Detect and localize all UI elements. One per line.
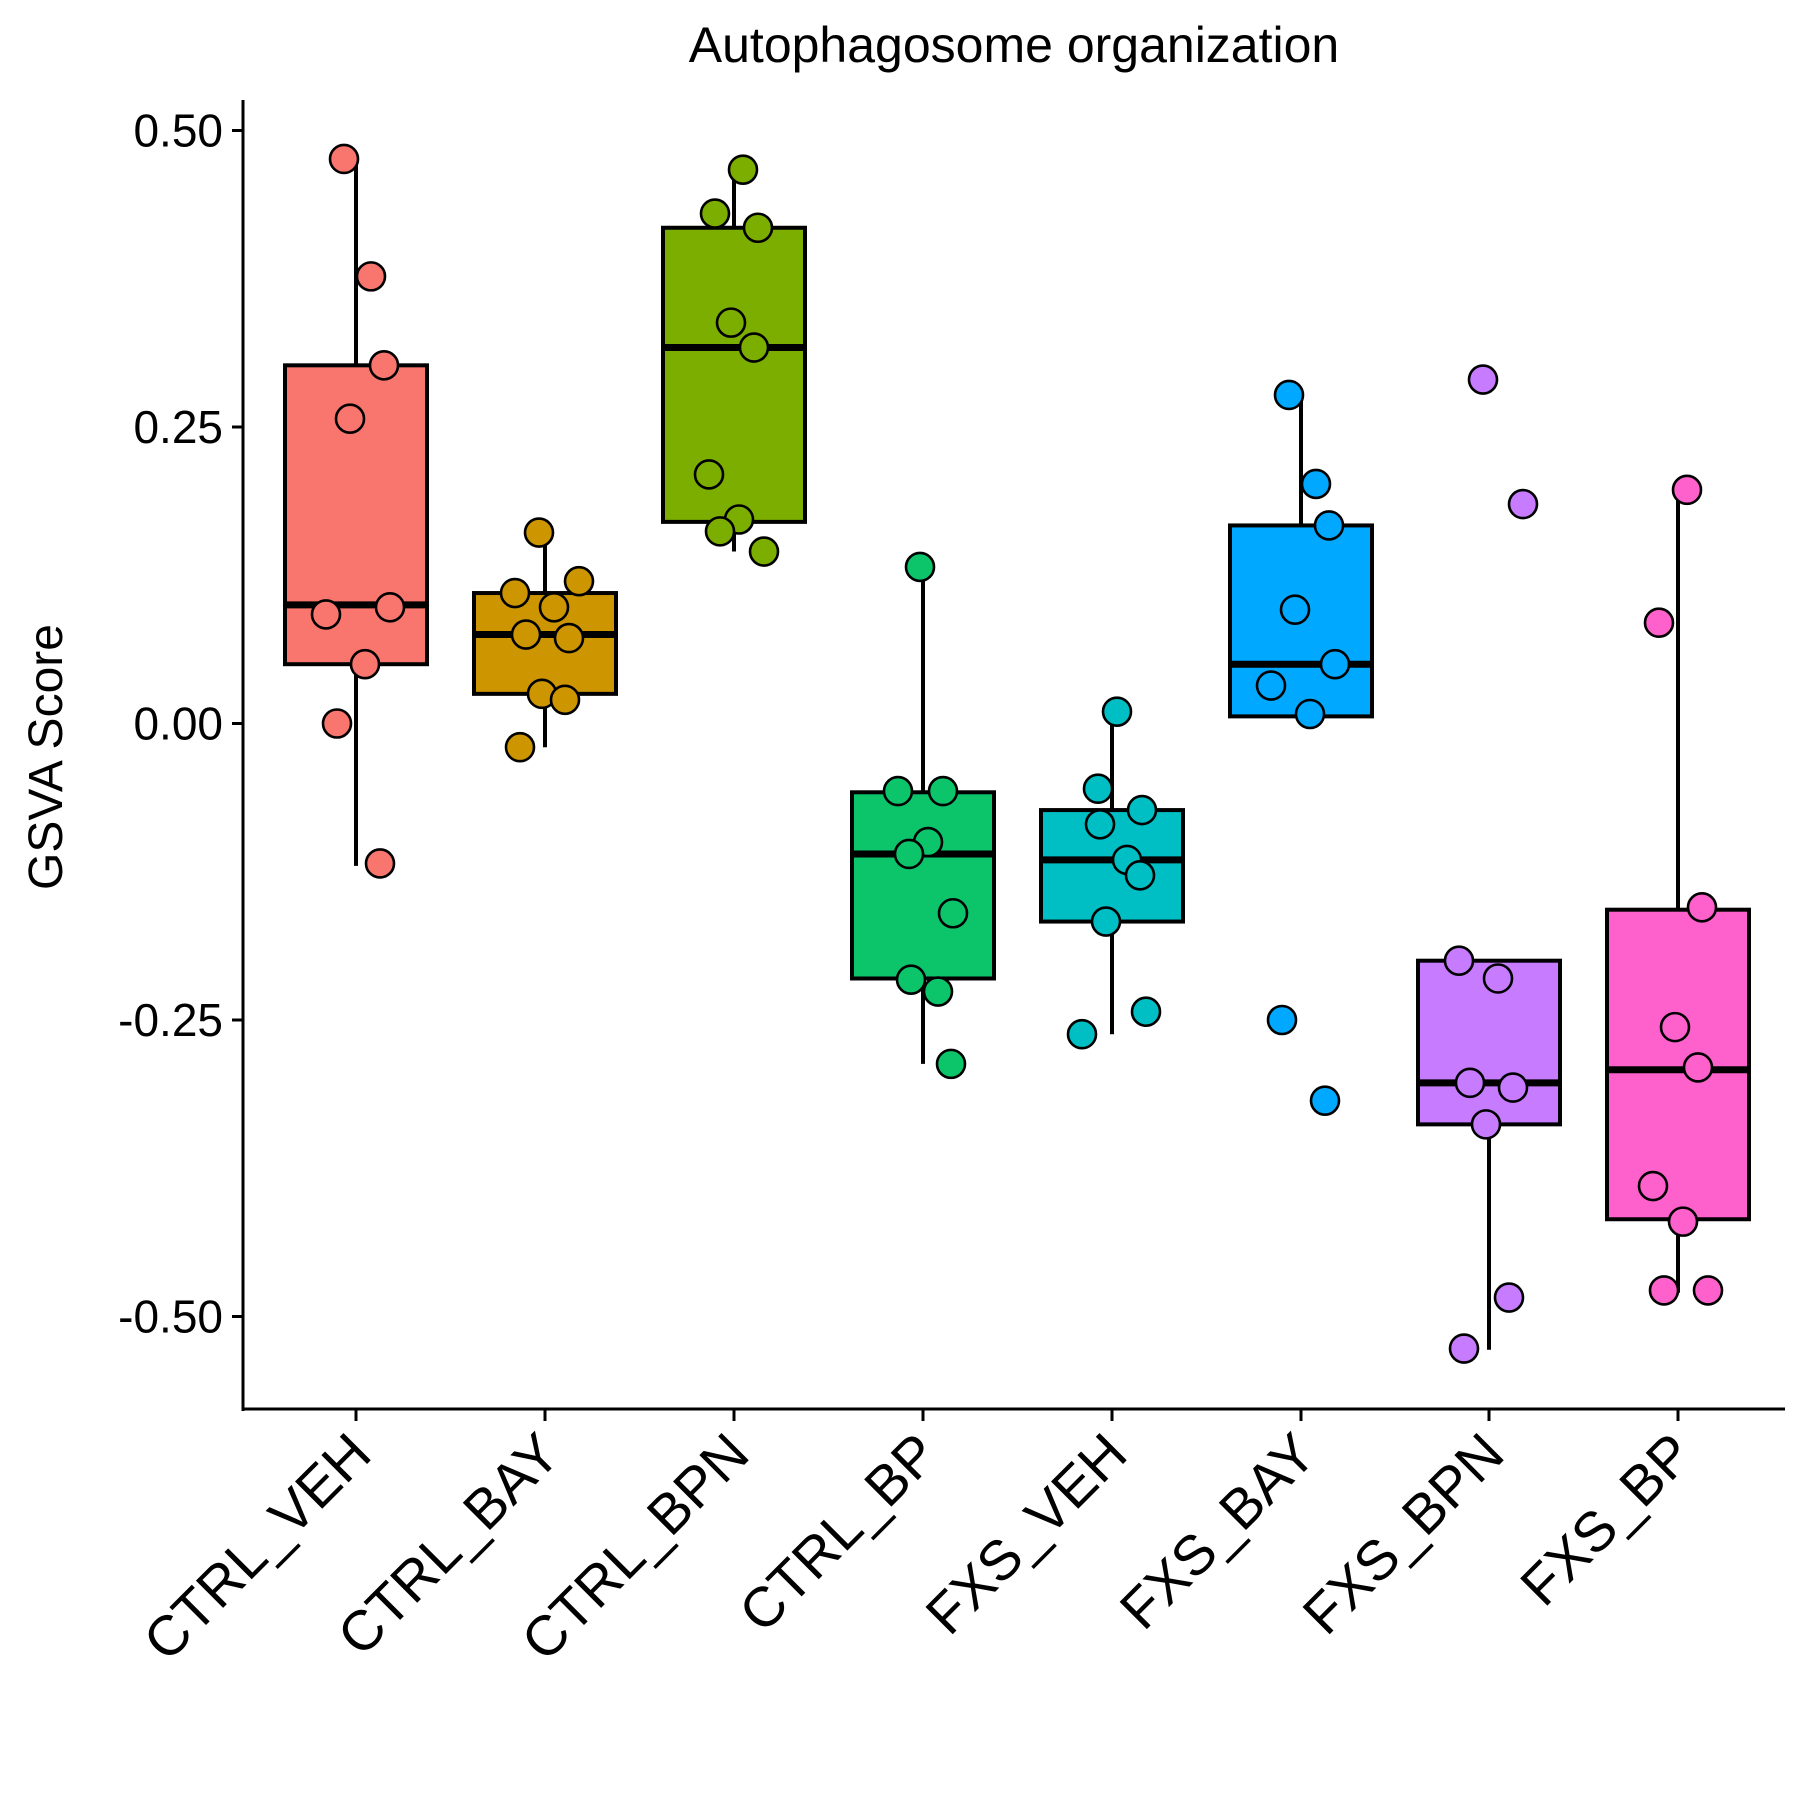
data-point [321, 708, 353, 739]
y-tick-label: 0.00 [133, 698, 223, 750]
data-point [748, 536, 780, 567]
data-point [1300, 468, 1332, 500]
box-group-ctrl-bay [472, 517, 618, 763]
data-point [1255, 670, 1287, 701]
data-point [727, 154, 759, 185]
x-tick-label: FXS_BPN [1290, 1421, 1515, 1646]
data-point [334, 403, 366, 434]
data-point [1294, 698, 1326, 730]
box-group-fxs-bpn [1416, 364, 1562, 1364]
data-point [523, 517, 555, 548]
data-point [882, 775, 914, 807]
data-point [355, 261, 387, 292]
data-point [1266, 1004, 1298, 1036]
y-tick-label: 0.50 [133, 105, 223, 157]
plot-area [283, 143, 1751, 1364]
box-group-ctrl-bp [850, 551, 996, 1080]
y-tick-label: -0.25 [118, 994, 223, 1046]
data-point [563, 565, 595, 597]
data-point [893, 838, 925, 870]
data-point [1497, 1072, 1529, 1103]
data-point [1130, 996, 1162, 1027]
data-point [1470, 1109, 1502, 1140]
box [661, 225, 807, 524]
data-point [1493, 1282, 1525, 1313]
data-point [693, 459, 725, 490]
data-point [1637, 1170, 1669, 1202]
data-point [1126, 794, 1158, 826]
data-point [922, 976, 954, 1007]
data-point [368, 350, 400, 381]
data-point [1643, 607, 1675, 638]
data-point [1066, 1018, 1098, 1050]
box-group-ctrl-bpn [661, 154, 807, 567]
data-point [374, 591, 406, 623]
data-point [1443, 945, 1475, 977]
data-point [715, 307, 747, 338]
data-point [699, 198, 731, 229]
data-point [328, 143, 360, 175]
x-tick-label: FXS_BAY [1108, 1421, 1328, 1641]
y-tick-label: -0.50 [118, 1291, 223, 1343]
x-tick-label: CTRL_BP [727, 1421, 950, 1644]
y-tick-label: 0.25 [133, 401, 223, 453]
data-point [1671, 474, 1703, 506]
box [1605, 907, 1751, 1222]
box [1039, 808, 1185, 924]
data-point [1084, 809, 1116, 840]
data-point [349, 648, 381, 680]
data-point [937, 897, 969, 929]
data-point [310, 599, 342, 630]
data-point [1454, 1067, 1486, 1099]
data-point [504, 731, 536, 763]
data-point [1507, 488, 1539, 520]
data-point [1482, 963, 1514, 994]
data-point [904, 551, 936, 583]
x-tick-label: FXS_BP [1508, 1421, 1704, 1617]
data-point [510, 619, 542, 650]
box-group-ctrl-veh [283, 143, 429, 879]
data-point [1667, 1206, 1699, 1237]
data-point [499, 577, 531, 609]
data-point [738, 332, 770, 363]
data-point [1082, 773, 1114, 805]
data-point [1692, 1275, 1724, 1306]
data-point [1467, 364, 1499, 395]
data-point [1659, 1011, 1691, 1043]
data-point [549, 684, 581, 716]
chart-title: Autophagosome organization [689, 17, 1339, 73]
box-group-fxs-bp [1605, 474, 1751, 1306]
data-point [704, 516, 736, 547]
data-point [1319, 648, 1351, 680]
data-point [1448, 1333, 1480, 1364]
x-tick-label: FXS_VEH [913, 1421, 1138, 1646]
data-point [1279, 594, 1311, 625]
data-point [1273, 379, 1305, 411]
data-point [364, 848, 396, 879]
data-point [895, 964, 927, 995]
data-point [1686, 892, 1718, 923]
box-group-fxs-bay [1228, 379, 1374, 1116]
data-point [553, 622, 585, 654]
box-group-fxs-veh [1039, 696, 1185, 1050]
data-point [1101, 696, 1133, 727]
data-point [927, 775, 959, 807]
data-point [742, 212, 774, 244]
data-point [1309, 1085, 1341, 1116]
data-point [1682, 1052, 1714, 1083]
data-point [1090, 906, 1122, 937]
box [850, 790, 996, 981]
data-point [1313, 510, 1345, 541]
data-point [538, 591, 570, 623]
y-axis-title: GSVA Score [20, 624, 73, 890]
data-point [935, 1048, 967, 1080]
data-point [1124, 860, 1156, 891]
data-point [1648, 1275, 1680, 1306]
